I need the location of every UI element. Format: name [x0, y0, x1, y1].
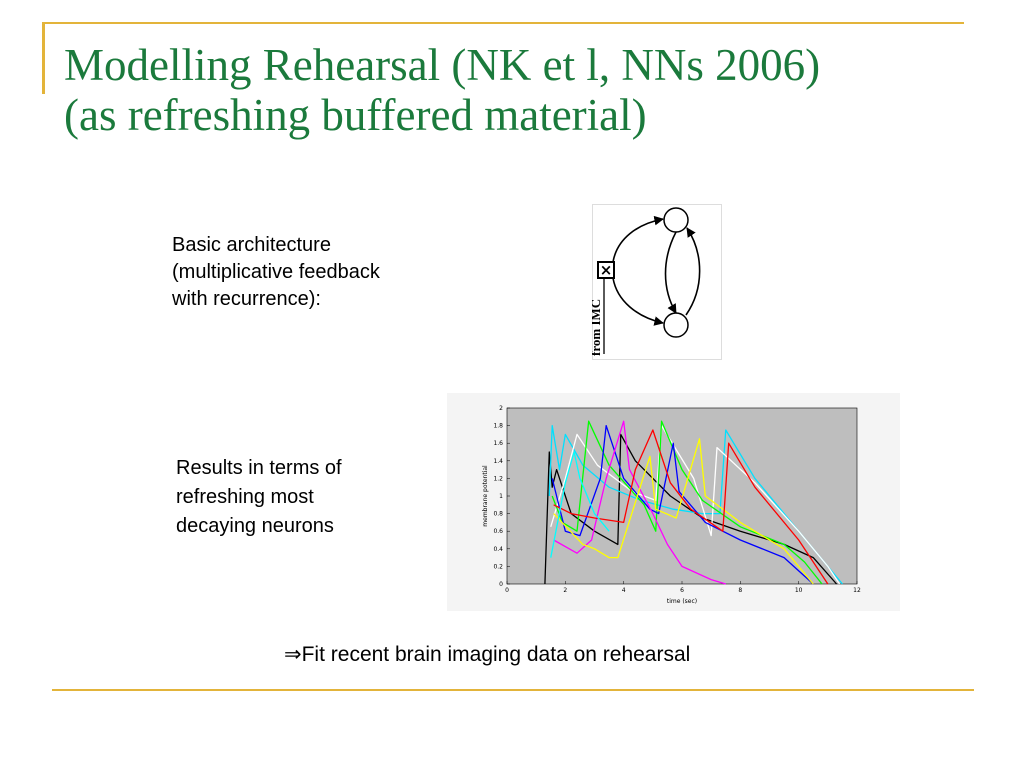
neuron-top: [663, 207, 689, 233]
footer-rule: [52, 689, 974, 691]
architecture-caption: Basic architecture (multiplicative feedb…: [172, 232, 380, 313]
title-side-rule: [42, 22, 45, 94]
recurrent-edge-up: [685, 227, 701, 316]
gate-symbol: ×: [600, 261, 613, 279]
series-line-7: [553, 429, 829, 585]
series-line-8: [550, 451, 610, 558]
y-tick-label: 0.6: [493, 528, 503, 535]
series-line-5: [553, 420, 726, 585]
y-tick-label: 1: [499, 493, 503, 500]
gate-edge-bottom: [612, 277, 664, 326]
series-line-2: [550, 424, 841, 585]
x-tick-label: 4: [622, 587, 626, 594]
x-tick-label: 10: [795, 587, 803, 594]
x-tick-label: 8: [738, 587, 742, 594]
conclusion-text: Fit recent brain imaging data on rehears…: [301, 643, 691, 666]
neuron-bottom: [663, 312, 689, 338]
x-axis-label: time (sec): [667, 598, 697, 605]
x-tick-label: 0: [505, 587, 509, 594]
x-tick-label: 2: [563, 587, 567, 594]
recurrent-edge-down: [664, 231, 677, 314]
series-line-1: [548, 424, 843, 585]
gate-edge-top: [612, 215, 664, 263]
architecture-caption-line: Basic architecture: [172, 234, 331, 256]
x-tick-label: 6: [680, 587, 684, 594]
slide-title: Modelling Rehearsal (NK et l, NNs 2006) …: [64, 40, 820, 140]
results-caption-line: Results in terms of: [176, 457, 342, 479]
series-line-4: [551, 424, 814, 585]
title-top-rule: [42, 22, 964, 24]
multiplicative-gate: [597, 261, 615, 279]
results-caption: Results in terms of refreshing most deca…: [176, 454, 342, 541]
imc-label: from IMC: [592, 299, 603, 356]
x-tick-label: 12: [853, 587, 861, 594]
slide-title-line-1: Modelling Rehearsal (NK et l, NNs 2006): [64, 40, 821, 90]
y-tick-label: 1.2: [493, 475, 503, 482]
y-tick-label: 0: [499, 581, 503, 588]
y-tick-label: 1.6: [493, 440, 503, 447]
series-line-6: [553, 438, 814, 585]
results-caption-line: refreshing most: [176, 486, 314, 508]
results-caption-line: decaying neurons: [176, 515, 334, 537]
implies-arrow: ⇒: [284, 643, 302, 666]
architecture-caption-line: (multiplicative feedback: [172, 261, 380, 283]
membrane-potential-chart: 0 2 4 6 8 10 12 0 0.2 0.4 0.6 0.8 1 1.2 1.4 1.6 1.8 2 tim…: [447, 393, 900, 611]
diagram-frame: [592, 204, 722, 360]
y-tick-label: 1.8: [493, 423, 503, 430]
y-tick-label: 1.4: [493, 458, 503, 465]
conclusion: ⇒Fit recent brain imaging data on rehear…: [284, 642, 690, 667]
architecture-caption-line: with recurrence):: [172, 288, 321, 310]
y-tick-label: 0.8: [493, 511, 503, 518]
slide-title-line-2: (as refreshing buffered material): [64, 90, 647, 140]
y-axis-label: membrane potential: [482, 465, 489, 527]
series-line-3: [551, 420, 823, 585]
y-tick-label: 0.2: [493, 563, 503, 570]
y-tick-label: 2: [499, 405, 503, 412]
architecture-diagram: × from IMC: [592, 204, 722, 360]
y-tick-label: 0.4: [493, 546, 503, 553]
